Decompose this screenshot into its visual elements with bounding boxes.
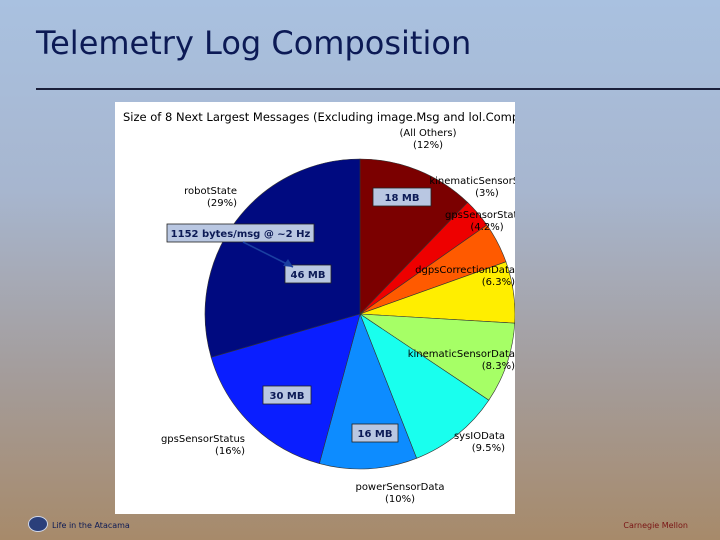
annotation-arrowhead	[283, 259, 293, 267]
annotation-text-3: 30 MB	[270, 391, 305, 402]
slice-label-4: kinematicSensorData (8.3%)	[408, 349, 515, 372]
slice-label-8: robotState (29%)	[184, 186, 237, 209]
annotation-text-0: 18 MB	[385, 193, 420, 204]
annotation-text-4: 16 MB	[358, 429, 393, 440]
nasa-logo-icon	[28, 516, 48, 532]
pie-slice-8	[204, 158, 361, 358]
annotation-box-3: 30 MB	[262, 385, 312, 405]
slide-title: Telemetry Log Composition	[36, 24, 472, 62]
footer-right-text: Carnegie Mellon	[623, 521, 688, 530]
annotation-box-1: 1152 bytes/msg @ ~2 Hz	[166, 223, 315, 243]
slice-label-2: gpsSensorStatus(4.2%)	[445, 210, 515, 233]
slice-label-6: powerSensorData (10%)	[355, 482, 444, 505]
slice-label-3: dgpsCorrectionData (6.3%)	[415, 265, 515, 288]
pie-slice-5	[359, 313, 490, 459]
footer-left-text: Life in the Atacama	[52, 521, 130, 530]
slice-label-0: (All Others) (12%)	[400, 128, 457, 151]
annotation-box-2: 46 MB	[284, 264, 332, 284]
title-divider	[36, 88, 720, 90]
annotation-arrow	[242, 241, 294, 268]
slice-label-7: gpsSensorStatus (16%)	[161, 434, 245, 457]
annotation-box-0: 18 MB	[372, 187, 432, 207]
annotation-box-4: 16 MB	[351, 423, 399, 443]
slice-label-1: kinematicSensorStatus(3%)	[429, 176, 515, 199]
slice-label-5: sysIOData (9.5%)	[454, 431, 505, 454]
annotation-text-1: 1152 bytes/msg @ ~2 Hz	[171, 229, 311, 240]
annotation-text-2: 46 MB	[291, 270, 326, 281]
chart-title: Size of 8 Next Largest Messages (Excludi…	[123, 110, 515, 124]
pie-chart: Size of 8 Next Largest Messages (Excludi…	[123, 110, 515, 505]
chart-panel: Size of 8 Next Largest Messages (Excludi…	[115, 102, 515, 514]
